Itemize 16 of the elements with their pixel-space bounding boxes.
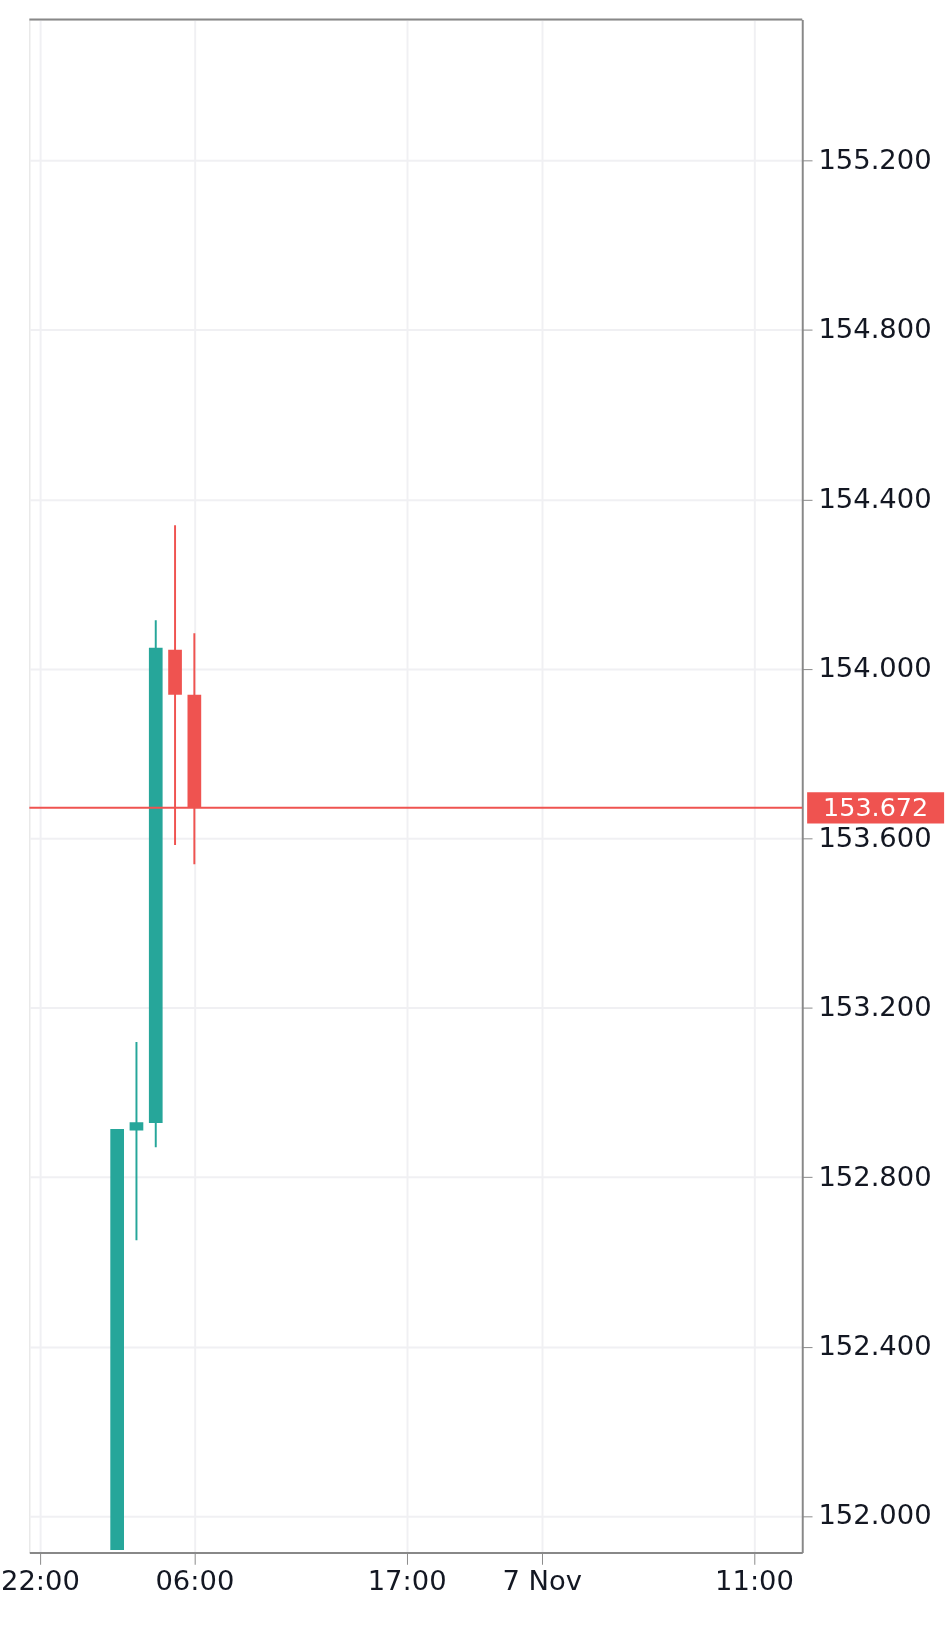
y-tick-label: 152.400 [818, 1329, 932, 1361]
x-tick-label: 22:00 [1, 1565, 80, 1597]
y-tick-label: 152.000 [818, 1499, 932, 1531]
y-tick-label: 154.400 [818, 482, 932, 514]
x-tick-label: 17:00 [367, 1565, 447, 1597]
x-tick-label: 06:00 [155, 1565, 235, 1597]
ref-line-label: 153.672 [823, 791, 929, 822]
y-tick-label: 153.200 [818, 991, 932, 1023]
y-tick-label: 154.000 [818, 652, 932, 684]
x-tick-label: 11:00 [715, 1565, 794, 1597]
y-tick-label: 153.600 [818, 821, 932, 853]
candlestick [129, 1041, 144, 1242]
x-tick-label: 7 Nov [502, 1565, 582, 1597]
y-tick-label: 154.800 [818, 313, 932, 345]
y-tick-label: 152.800 [818, 1160, 932, 1192]
y-tick-label: 155.200 [818, 143, 932, 175]
